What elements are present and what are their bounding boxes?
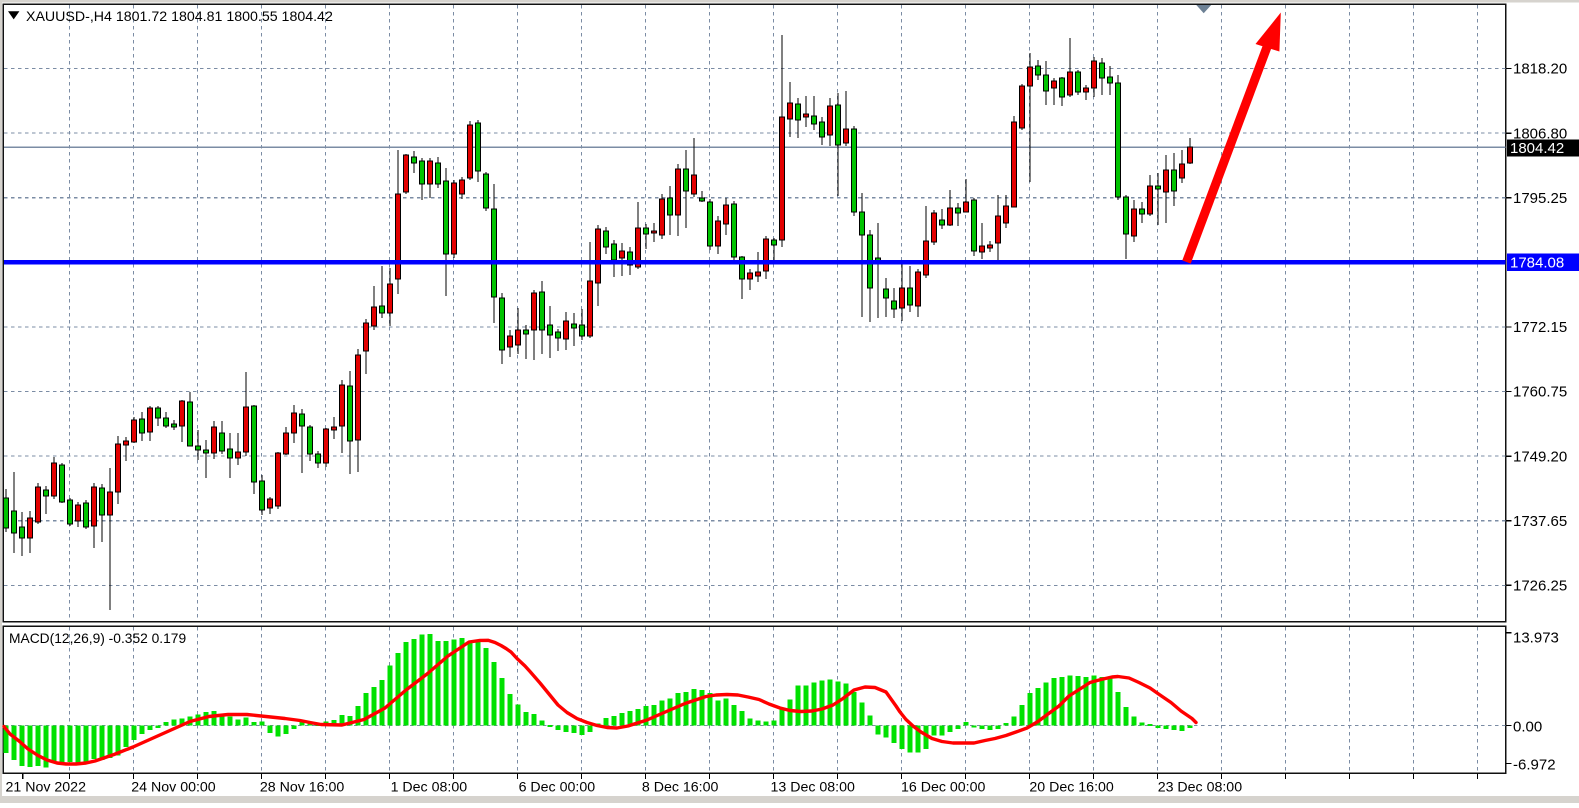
svg-text:16 Dec 00:00: 16 Dec 00:00	[901, 779, 986, 795]
svg-text:-6.972: -6.972	[1513, 756, 1556, 773]
svg-text:23 Dec 08:00: 23 Dec 08:00	[1158, 779, 1243, 795]
svg-text:20 Dec 16:00: 20 Dec 16:00	[1029, 779, 1114, 795]
svg-text:0.00: 0.00	[1513, 718, 1542, 735]
svg-text:1818.20: 1818.20	[1513, 61, 1567, 78]
svg-text:1737.65: 1737.65	[1513, 513, 1567, 530]
svg-text:MACD(12,26,9) -0.352 0.179: MACD(12,26,9) -0.352 0.179	[9, 631, 186, 646]
svg-text:13 Dec 08:00: 13 Dec 08:00	[771, 779, 856, 795]
svg-text:1749.20: 1749.20	[1513, 448, 1567, 465]
svg-text:1795.25: 1795.25	[1513, 190, 1567, 207]
svg-text:8 Dec 16:00: 8 Dec 16:00	[642, 779, 719, 795]
svg-text:1804.42: 1804.42	[1510, 140, 1564, 157]
svg-text:1 Dec 08:00: 1 Dec 08:00	[391, 779, 468, 795]
svg-text:XAUUSD-,H4 1801.72 1804.81 18: XAUUSD-,H4 1801.72 1804.81 1800.55 1804.…	[26, 9, 333, 25]
svg-text:1726.25: 1726.25	[1513, 578, 1567, 595]
svg-text:6 Dec 00:00: 6 Dec 00:00	[519, 779, 596, 795]
svg-text:28 Nov 16:00: 28 Nov 16:00	[260, 779, 345, 795]
svg-text:24 Nov 00:00: 24 Nov 00:00	[131, 779, 216, 795]
svg-text:1772.15: 1772.15	[1513, 319, 1567, 336]
svg-text:13.973: 13.973	[1513, 630, 1559, 647]
svg-text:1806.80: 1806.80	[1513, 125, 1567, 142]
svg-text:1784.08: 1784.08	[1510, 255, 1564, 272]
svg-text:1760.75: 1760.75	[1513, 384, 1567, 401]
svg-text:21 Nov 2022: 21 Nov 2022	[6, 779, 87, 795]
